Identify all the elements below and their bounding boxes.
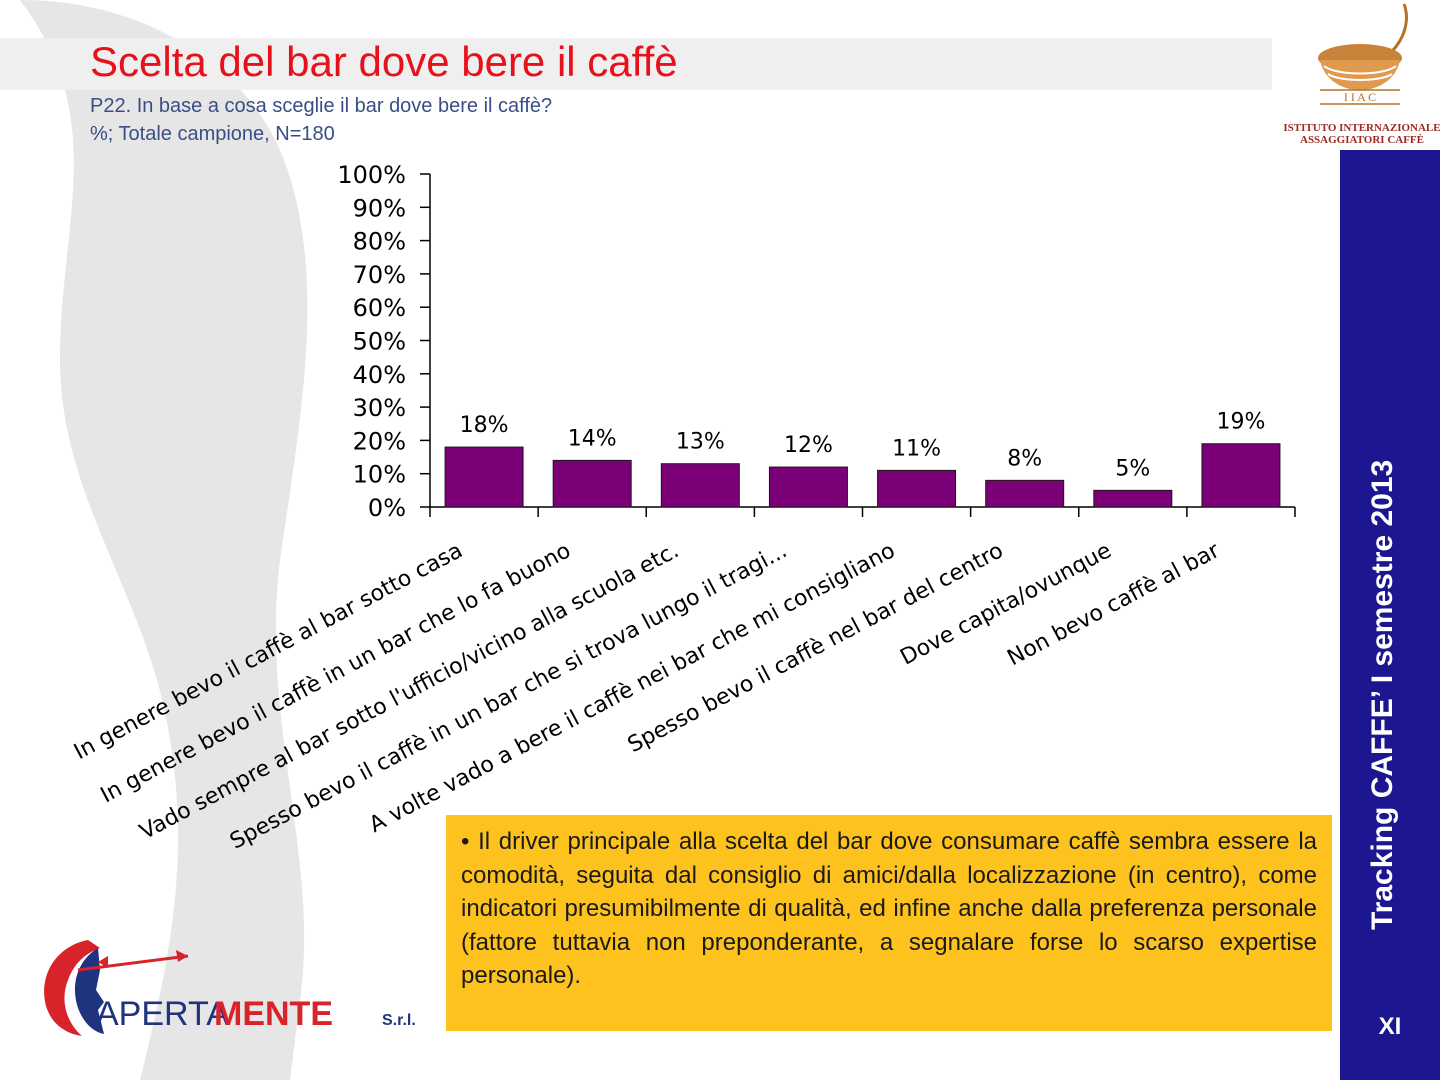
y-tick-label: 60%	[353, 294, 406, 322]
bar-value-label: 14%	[568, 426, 617, 451]
y-tick-label: 40%	[353, 361, 406, 389]
y-tick-label: 20%	[353, 427, 406, 455]
y-tick-label: 10%	[353, 461, 406, 489]
bar	[985, 479, 1065, 508]
bar-value-label: 8%	[1007, 446, 1042, 471]
y-tick-label: 50%	[353, 328, 406, 356]
sidebar-tracking-label: Tracking CAFFE’ I semestre 2013	[1366, 459, 1399, 930]
bar	[444, 446, 524, 508]
iiac-name-line1: ISTITUTO INTERNAZIONALE	[1283, 122, 1440, 134]
slide-subtitle: P22. In base a cosa sceglie il bar dove …	[90, 92, 552, 148]
apertamente-suffix: S.r.l.	[382, 1012, 416, 1029]
iiac-letters: I I A C	[1344, 90, 1376, 104]
bar	[768, 466, 848, 508]
y-tick-label: 100%	[337, 161, 406, 189]
category-labels: In genere bevo il caffè al bar sotto cas…	[70, 538, 1225, 855]
sidebar-band	[1340, 150, 1440, 1080]
page-number: XI	[1378, 1013, 1402, 1040]
bar	[552, 459, 632, 508]
bar	[1093, 489, 1173, 508]
sample-text: %; Totale campione, N=180	[90, 123, 335, 145]
bar	[1201, 443, 1281, 508]
y-tick-label: 80%	[353, 228, 406, 256]
apertamente-wordmark-b: MENTE	[214, 995, 333, 1033]
bar	[660, 463, 740, 508]
chart-axes	[420, 173, 1296, 517]
iiac-name-line2: ASSAGGIATORI CAFFÈ	[1300, 134, 1424, 146]
bar-chart: 0% 10% 20% 30% 40% 50% 60% 70% 80% 90% 100% 18% 14%…	[70, 161, 1296, 855]
y-tick-label: 90%	[353, 194, 406, 222]
y-tick-label: 0%	[368, 494, 406, 522]
bar-value-label: 18%	[460, 413, 509, 438]
commentary-box: • Il driver principale alla scelta del b…	[446, 815, 1332, 1031]
chart-bars	[444, 443, 1281, 508]
bar-value-label: 12%	[784, 433, 833, 458]
title-band	[0, 38, 1272, 90]
y-tick-label: 30%	[353, 394, 406, 422]
commentary-text: • Il driver principale alla scelta del b…	[461, 828, 1317, 989]
question-text: P22. In base a cosa sceglie il bar dove …	[90, 95, 553, 117]
apertamente-wordmark-a: APERTA	[96, 995, 229, 1033]
bar	[877, 469, 957, 508]
iiac-logo: I I A C ISTITUTO INTERNAZIONALE ASSAGGIA…	[1283, 3, 1440, 146]
y-tick-label: 70%	[353, 261, 406, 289]
apertamente-logo: APERTA MENTE S.r.l.	[44, 940, 416, 1036]
bar-value-label: 5%	[1115, 456, 1150, 481]
bar-value-label: 11%	[892, 436, 941, 461]
bar-value-label: 13%	[676, 430, 725, 455]
slide-title: Scelta del bar dove bere il caffè	[90, 38, 678, 85]
y-tick-labels: 0% 10% 20% 30% 40% 50% 60% 70% 80% 90% 100%	[337, 161, 406, 522]
category-label: In genere bevo il caffè al bar sotto cas…	[70, 538, 467, 765]
background-swoosh	[20, 0, 308, 1080]
bar-value-label: 19%	[1216, 410, 1265, 435]
data-labels: 18% 14% 13% 12% 11% 8% 5% 19%	[460, 410, 1266, 482]
